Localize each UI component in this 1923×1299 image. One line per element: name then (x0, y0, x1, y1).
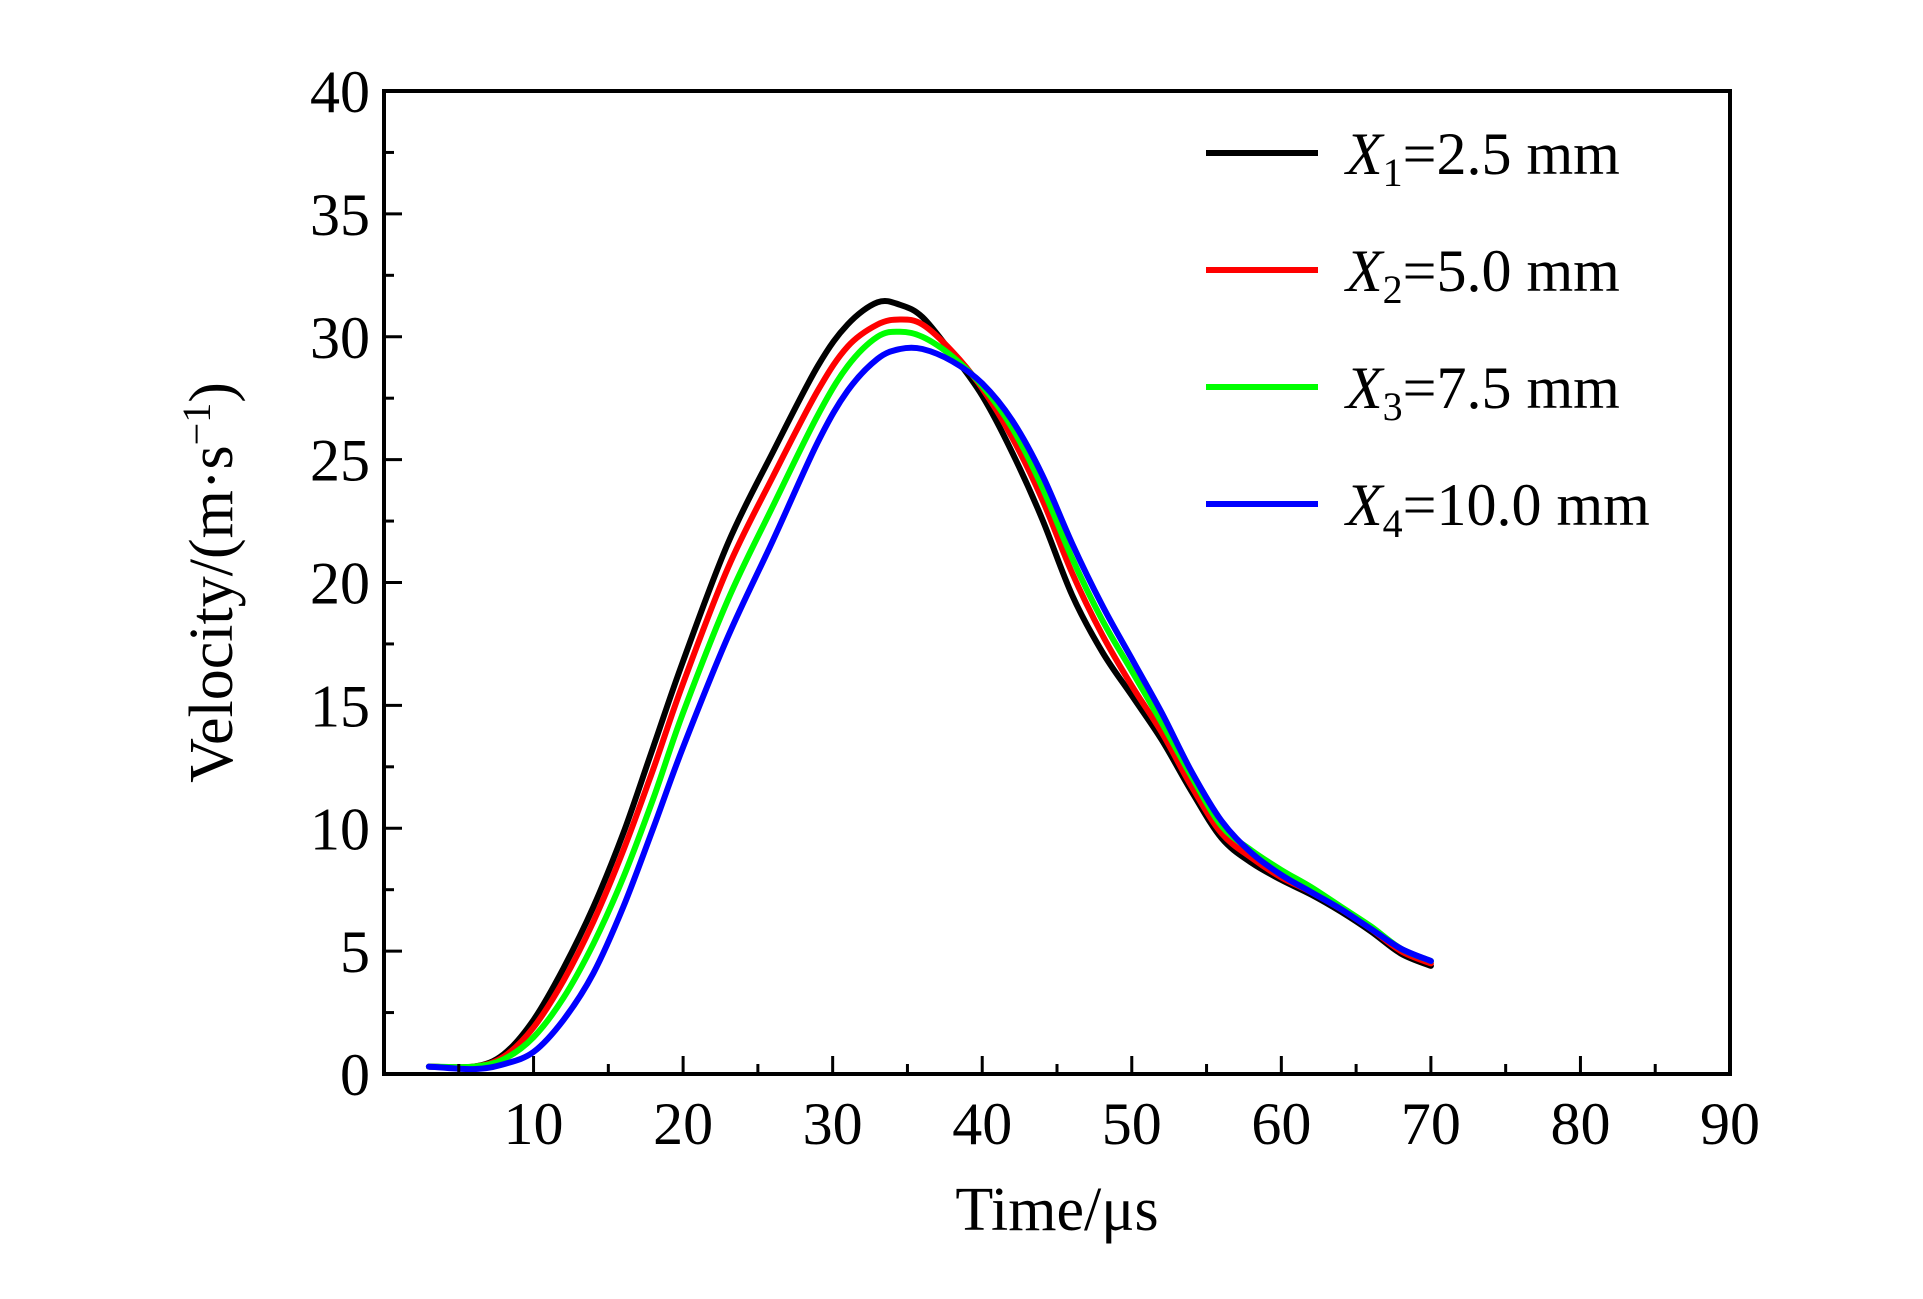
legend-label-x3: X3=7.5 mm (1344, 355, 1620, 429)
legend-variable: X (1344, 121, 1385, 187)
legend-variable: X (1344, 355, 1385, 421)
y-axis-title-main: Velocity/(m·s (178, 445, 246, 783)
y-axis-title: Velocity/(m·s−1) (174, 382, 246, 783)
x-tick-label: 20 (653, 1091, 713, 1157)
y-tick-label: 40 (310, 59, 370, 125)
x-tick-label: 60 (1251, 1091, 1311, 1157)
series-lines (425, 297, 1434, 1073)
legend-value: =5.0 mm (1403, 238, 1620, 304)
y-tick-label: 5 (340, 919, 370, 985)
legend-subscript: 1 (1383, 150, 1403, 195)
y-tick-label: 10 (310, 796, 370, 862)
legend-value: =2.5 mm (1403, 121, 1620, 187)
y-tick-label: 20 (310, 551, 370, 617)
legend-label-x1: X1=2.5 mm (1344, 121, 1620, 195)
x-tick-labels: 10 20 30 40 50 60 70 80 90 (504, 1091, 1760, 1157)
y-tick-label: 25 (310, 428, 370, 494)
legend-variable: X (1344, 472, 1385, 538)
x-tick-label: 90 (1700, 1091, 1760, 1157)
x-tick-label: 80 (1550, 1091, 1610, 1157)
x-tick-label: 10 (504, 1091, 564, 1157)
legend-subscript: 3 (1383, 384, 1403, 429)
legend-subscript: 4 (1383, 501, 1403, 546)
x-tick-label: 30 (803, 1091, 863, 1157)
series-line-x2 (425, 316, 1434, 1071)
x-tick-label: 50 (1102, 1091, 1162, 1157)
y-tick-label: 35 (310, 182, 370, 248)
y-tick-label: 15 (310, 673, 370, 739)
series-line-x4 (425, 344, 1434, 1073)
legend-label-x2: X2=5.0 mm (1344, 238, 1620, 312)
legend-variable: X (1344, 238, 1385, 304)
x-axis-title: Time/μs (955, 1176, 1158, 1244)
x-tick-label: 70 (1401, 1091, 1461, 1157)
y-axis-title-exponent: −1 (174, 403, 219, 446)
y-tick-label: 30 (310, 305, 370, 371)
legend-label-x4: X4=10.0 mm (1344, 472, 1650, 546)
legend-value: =10.0 mm (1403, 472, 1650, 538)
x-tick-label: 40 (952, 1091, 1012, 1157)
legend-value: =7.5 mm (1403, 355, 1620, 421)
legend-subscript: 2 (1383, 267, 1403, 312)
y-tick-label: 0 (340, 1042, 370, 1108)
y-tick-labels: 0 5 10 15 20 25 30 35 40 (310, 59, 370, 1108)
y-axis-title-close: ) (178, 382, 246, 403)
axis-ticks (382, 89, 1732, 1076)
